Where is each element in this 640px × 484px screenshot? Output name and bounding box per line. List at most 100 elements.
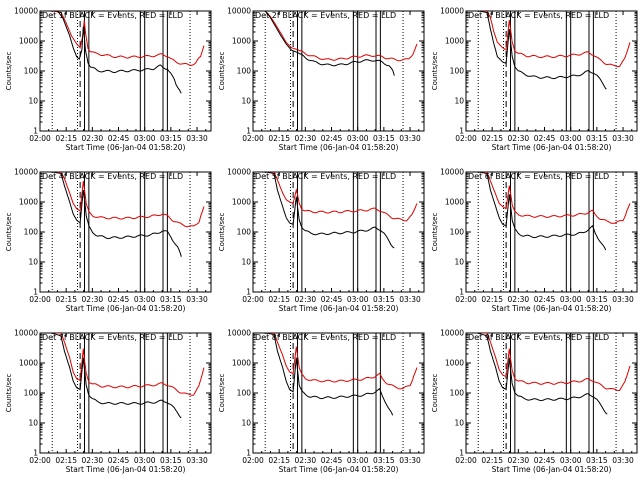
x-tick-label: 03:00: [560, 134, 582, 143]
y-axis-label: Counts/sec: [5, 52, 13, 91]
plot-frame: [252, 332, 425, 454]
plot-frame: [252, 171, 425, 293]
lld-series-line: [40, 333, 205, 396]
panel-9: 02:00 02:15 02:30 02:45 03:00 03:15 03:30 1 10 10…: [431, 329, 638, 474]
y-axis-label: Counts/sec: [5, 213, 13, 252]
x-tick-label: 02:00: [242, 134, 264, 143]
x-tick-label: 02:15: [55, 456, 77, 465]
x-axis-label: Start Time (06-Jan-04 01:58:20): [279, 304, 399, 313]
x-tick-label: 03:30: [399, 134, 421, 143]
x-tick-label: 03:15: [586, 134, 608, 143]
y-tick-label: 1: [33, 449, 38, 458]
x-tick-label: 02:30: [82, 456, 104, 465]
series-group: [466, 172, 631, 251]
y-tick-label: 10000: [227, 168, 251, 177]
x-tick-label: 03:00: [347, 134, 369, 143]
x-tick-label: 02:00: [455, 134, 477, 143]
x-tick-label: 03:15: [160, 134, 182, 143]
x-tick-label: 03:30: [186, 456, 208, 465]
y-axis-label: Counts/sec: [431, 52, 439, 91]
x-tick-label: 03:15: [160, 456, 182, 465]
y-tick-label: 10: [28, 419, 38, 428]
x-tick-label: 03:30: [186, 295, 208, 304]
x-tick-label: 03:00: [134, 295, 156, 304]
x-axis-label: Start Time (06-Jan-04 01:58:20): [279, 465, 399, 474]
y-axis-label: Counts/sec: [431, 374, 439, 413]
x-tick-label: 02:30: [508, 295, 530, 304]
lld-series-line: [253, 11, 418, 62]
events-series-line: [253, 172, 395, 249]
x-tick-label: 03:00: [134, 456, 156, 465]
x-axis-label: Start Time (06-Jan-04 01:58:20): [66, 143, 186, 152]
y-tick-label: 1: [33, 127, 38, 136]
series-group: [253, 11, 418, 76]
x-axis-label: Start Time (06-Jan-04 01:58:20): [66, 465, 186, 474]
lld-series-line: [253, 172, 418, 222]
y-tick-label: 10: [241, 419, 251, 428]
y-tick-label: 10000: [14, 7, 38, 16]
plot-frame: [465, 332, 638, 454]
events-series-line: [40, 333, 182, 419]
x-tick-label: 03:00: [560, 456, 582, 465]
y-tick-label: 10: [454, 97, 464, 106]
x-tick-label: 03:15: [373, 456, 395, 465]
y-tick-label: 1: [459, 288, 464, 297]
y-tick-label: 10000: [14, 329, 38, 338]
x-tick-label: 03:30: [399, 295, 421, 304]
x-tick-label: 02:30: [295, 134, 317, 143]
panel-title: Det 6f BLACK = Events, RED = LLD: [468, 172, 609, 181]
lld-series-line: [466, 11, 631, 68]
lld-series-line: [40, 172, 205, 228]
y-tick-label: 100: [24, 228, 39, 237]
panel-5: 02:00 02:15 02:30 02:45 03:00 03:15 03:30 1 10 10…: [218, 168, 425, 313]
panel-6: 02:00 02:15 02:30 02:45 03:00 03:15 03:30 1 10 10…: [431, 168, 638, 313]
y-tick-label: 1: [459, 449, 464, 458]
y-tick-label: 1: [246, 288, 251, 297]
x-tick-label: 02:00: [455, 295, 477, 304]
y-axis-label: Counts/sec: [218, 374, 226, 413]
x-tick-label: 03:15: [373, 295, 395, 304]
x-axis-label: Start Time (06-Jan-04 01:58:20): [279, 143, 399, 152]
y-axis-label: Counts/sec: [431, 213, 439, 252]
panel-3: 02:00 02:15 02:30 02:45 03:00 03:15 03:30 1 10 10…: [431, 7, 638, 152]
x-tick-label: 02:45: [321, 456, 343, 465]
x-tick-label: 02:30: [508, 134, 530, 143]
x-axis-label: Start Time (06-Jan-04 01:58:20): [492, 465, 612, 474]
x-tick-label: 02:45: [534, 295, 556, 304]
lld-series-line: [466, 172, 631, 224]
x-tick-label: 02:15: [55, 134, 77, 143]
y-axis-label: Counts/sec: [5, 374, 13, 413]
y-axis-label: Counts/sec: [218, 213, 226, 252]
x-tick-label: 02:15: [55, 295, 77, 304]
y-tick-label: 10: [454, 419, 464, 428]
plot-frame: [465, 10, 638, 132]
y-tick-label: 10: [241, 97, 251, 106]
y-tick-label: 1000: [232, 37, 251, 46]
x-tick-label: 03:30: [399, 456, 421, 465]
x-axis-label: Start Time (06-Jan-04 01:58:20): [66, 304, 186, 313]
y-tick-label: 10: [28, 258, 38, 267]
x-tick-label: 02:30: [295, 456, 317, 465]
y-tick-label: 1000: [19, 37, 38, 46]
panel-title: Det 1f BLACK = Events, RED = LLD: [42, 11, 183, 20]
y-tick-label: 10000: [227, 7, 251, 16]
x-tick-label: 03:15: [586, 295, 608, 304]
x-tick-label: 02:45: [321, 295, 343, 304]
x-tick-label: 02:15: [268, 134, 290, 143]
y-tick-label: 10: [454, 258, 464, 267]
x-tick-label: 03:00: [134, 134, 156, 143]
x-tick-label: 02:45: [534, 456, 556, 465]
lld-series-line: [253, 333, 418, 390]
x-tick-label: 02:15: [481, 456, 503, 465]
y-tick-label: 100: [24, 389, 39, 398]
panel-title: Det 9f BLACK = Events, RED = LLD: [468, 333, 609, 342]
y-axis-label: Counts/sec: [218, 52, 226, 91]
series-group: [40, 333, 205, 419]
x-tick-label: 02:45: [108, 134, 130, 143]
series-group: [466, 333, 631, 415]
events-series-line: [40, 11, 182, 94]
x-axis-label: Start Time (06-Jan-04 01:58:20): [492, 304, 612, 313]
events-series-line: [253, 11, 395, 76]
panel-2: 02:00 02:15 02:30 02:45 03:00 03:15 03:30 1 10 10…: [218, 7, 425, 152]
panel-7: 02:00 02:15 02:30 02:45 03:00 03:15 03:30 1 10 10…: [5, 329, 212, 474]
